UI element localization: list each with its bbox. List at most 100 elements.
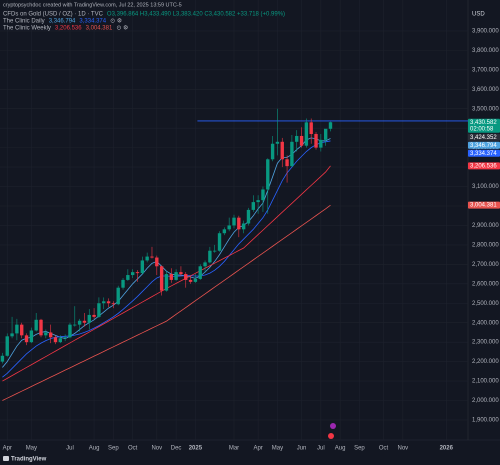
price-label: 3,206.536 [470,163,497,169]
candle-body [0,355,5,362]
candle-body [77,320,82,325]
y-tick-label: 2,000.000 [472,398,499,404]
legend-icons: ⊙ ⚙ [110,18,122,25]
x-tick-label: Jul [317,446,325,452]
candle-body [174,272,178,280]
legend-value: 3,346.794 [49,19,76,25]
price-label-bg [468,162,500,170]
candle-body [280,141,284,160]
candle-body [319,139,323,148]
candle-body [227,225,231,230]
candle-body [285,159,289,167]
y-tick-label: 2,900.000 [472,223,499,229]
candle-body [24,335,29,343]
candle-body [34,319,38,331]
price-label: 3,004.381 [470,203,497,209]
candle-body [237,217,241,230]
candle-body [184,274,188,280]
candle-body [299,135,304,146]
price-label-bg [468,118,500,133]
candle-body [126,275,130,280]
price-label: 3,334.374 [470,151,497,157]
candle-body [48,332,53,338]
candle-body [261,189,265,201]
price-label: 3,424.352 [470,135,497,141]
candle-body [58,338,62,343]
x-tick-label: Jul [66,446,74,452]
candle-body [314,134,318,148]
candle-body [159,266,164,291]
ohlc: O3,396.864 H3,433.490 L3,383.420 C3,430.… [107,12,285,18]
legend-icons: ⊙ ⚙ [116,25,128,32]
price-label-bg [468,201,500,209]
candle-body [323,128,328,140]
candle-body [309,122,313,135]
x-tick-label: Sep [354,446,365,452]
y-tick-label: 2,300.000 [472,340,499,346]
x-tick-label: Oct [128,446,138,452]
x-tick-label: Nov [151,446,162,452]
candle-body [217,233,222,251]
candle-body [208,250,212,263]
candle-body [15,324,19,334]
candle-body [135,272,140,274]
x-tick-label: Aug [335,446,346,452]
candle-body [106,301,111,304]
candle-body [241,223,246,230]
y-tick-label: 3,100.000 [472,184,499,190]
candle-body [188,279,193,282]
legend-name: The Clinic Daily [3,19,45,25]
price-countdown: 02:00:58 [470,126,494,132]
candle-body [68,324,72,338]
x-tick-label: 2026 [440,446,454,452]
candle-body [102,301,106,304]
legend-value: 3,334.374 [79,19,106,25]
event-icon [328,433,334,439]
y-tick-label: 2,700.000 [472,262,499,268]
candle-body [20,324,24,336]
price-label-bg [468,133,500,141]
x-tick-label: Aug [89,446,100,452]
price-label-bg [468,141,500,149]
candle-body [246,209,251,224]
candle-body [111,303,116,305]
y-tick-label: 3,800.000 [472,48,499,54]
candle-body [251,202,255,210]
x-tick-label: Mar [229,446,239,452]
y-tick-label: 2,500.000 [472,301,499,307]
candle-body [140,260,145,274]
legend-value: 3,004.381 [86,26,113,32]
x-tick-label: Nov [398,446,409,452]
event-icon [330,423,336,429]
x-tick-label: Dec [171,446,182,452]
candle-body [116,287,120,305]
currency: USD [472,12,485,18]
y-tick-label: 2,100.000 [472,379,499,385]
candle-body [92,314,96,317]
legend-value: 3,206.536 [55,26,82,32]
candle-body [82,320,87,323]
plot [0,108,468,401]
price-label-bg [468,149,500,157]
event-icons [328,423,336,439]
candle-body [145,256,149,261]
y-tick-label: 2,200.000 [472,359,499,365]
y-tick-label: 3,500.000 [472,106,499,112]
candle-body [222,229,227,234]
symbol: CFDs on Gold (USD / OZ) · 1D · TVC [3,12,104,18]
x-tick-label: May [272,446,283,452]
candle-body [155,257,159,267]
candle-body [328,122,333,129]
price-label: 3,346.794 [470,143,497,149]
candle-body [232,217,236,226]
candle-body [10,333,14,337]
candle-body [213,250,217,252]
legend-name: The Clinic Weekly [3,26,51,32]
candle-body [203,262,207,267]
grid [0,0,468,440]
candle-body [198,266,202,279]
y-tick-label: 3,600.000 [472,87,499,93]
candle-body [29,330,34,343]
price-label: 3,430.582 [470,120,497,126]
